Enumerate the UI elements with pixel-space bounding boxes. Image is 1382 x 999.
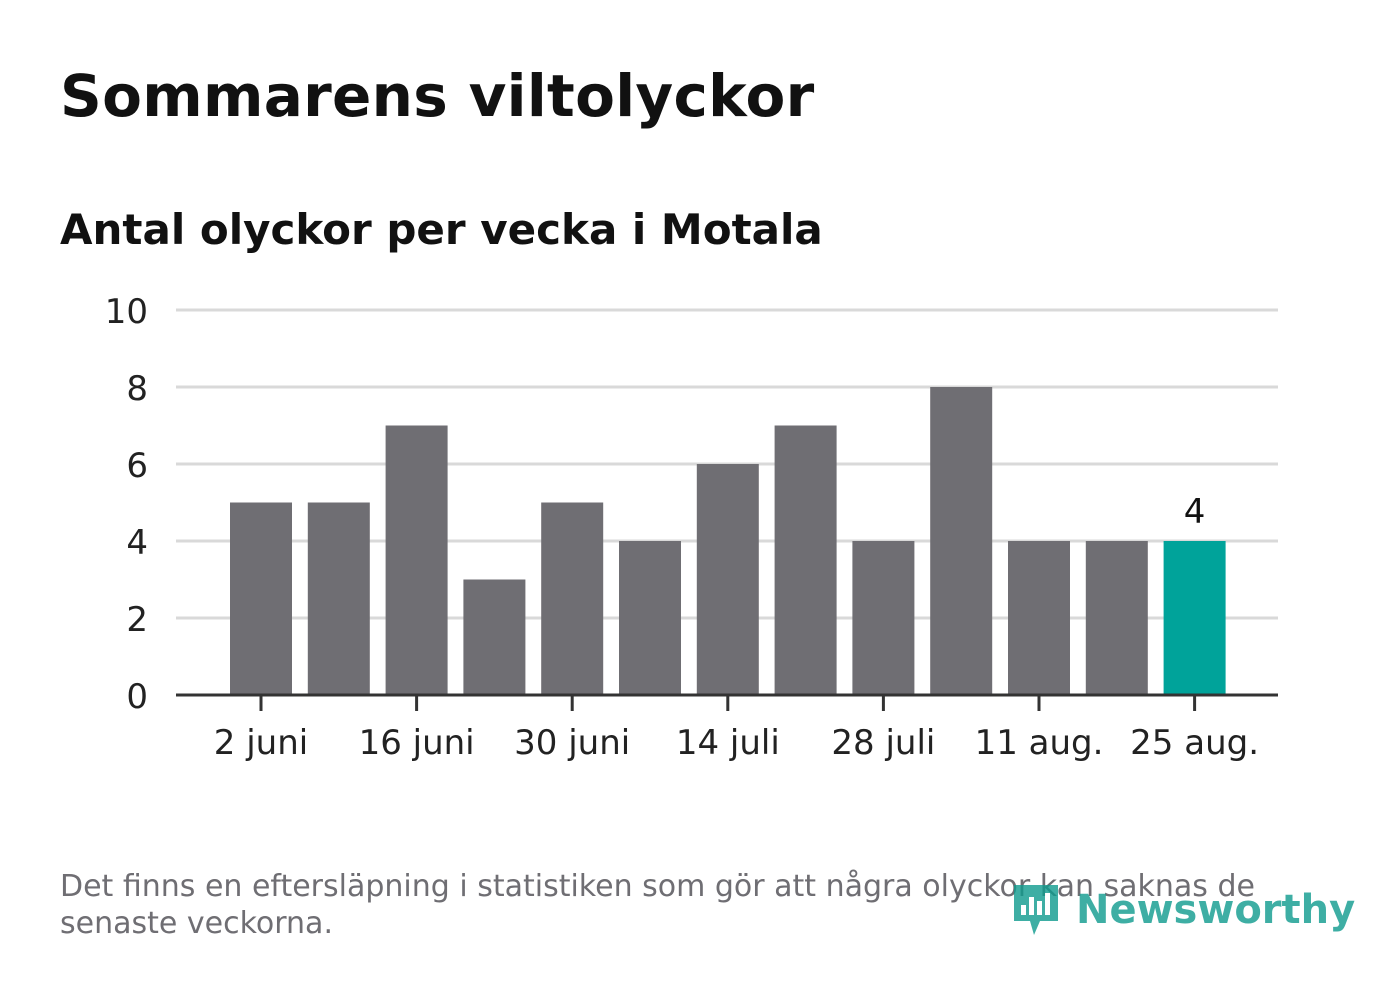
data-labels: 4 xyxy=(1184,492,1206,532)
bar xyxy=(619,541,681,695)
newsworthy-logo: Newsworthy xyxy=(1010,880,1355,940)
bar xyxy=(385,425,448,695)
bar xyxy=(1008,541,1070,695)
bar xyxy=(774,425,837,695)
y-tick-label: 4 xyxy=(126,523,148,563)
bar xyxy=(230,502,292,695)
chart-subtitle: Antal olyckor per vecka i Motala xyxy=(60,205,823,254)
bar xyxy=(930,387,993,695)
x-tick-label: 25 aug. xyxy=(1130,723,1259,763)
x-tick-label: 16 juni xyxy=(359,723,475,763)
chart-title: Sommarens viltolyckor xyxy=(60,62,815,130)
bar xyxy=(1085,541,1148,695)
bar xyxy=(541,502,604,695)
y-tick-label: 2 xyxy=(126,600,148,640)
data-label: 4 xyxy=(1184,492,1206,532)
x-tick-label: 2 juni xyxy=(214,723,308,763)
x-tick-label: 11 aug. xyxy=(975,723,1104,763)
logo-text: Newsworthy xyxy=(1076,887,1356,933)
newsworthy-bar-chart-icon xyxy=(1014,885,1058,935)
x-tick-label: 14 juli xyxy=(676,723,780,763)
bar xyxy=(696,464,759,695)
x-axis: 2 juni 16 juni 30 juni 14 juli 28 juli 11 aug… xyxy=(176,693,1278,763)
y-axis-labels: 0 2 4 6 8 10 xyxy=(105,292,148,717)
bar xyxy=(463,579,526,695)
x-tick-label: 30 juni xyxy=(514,723,630,763)
bar xyxy=(1163,541,1226,695)
y-tick-label: 6 xyxy=(126,446,148,486)
y-tick-label: 0 xyxy=(126,677,148,717)
bar xyxy=(852,541,915,695)
bars xyxy=(230,387,1226,695)
bar xyxy=(307,502,370,695)
y-tick-label: 8 xyxy=(126,369,148,409)
x-tick-label: 28 juli xyxy=(831,723,935,763)
y-tick-label: 10 xyxy=(105,292,148,332)
